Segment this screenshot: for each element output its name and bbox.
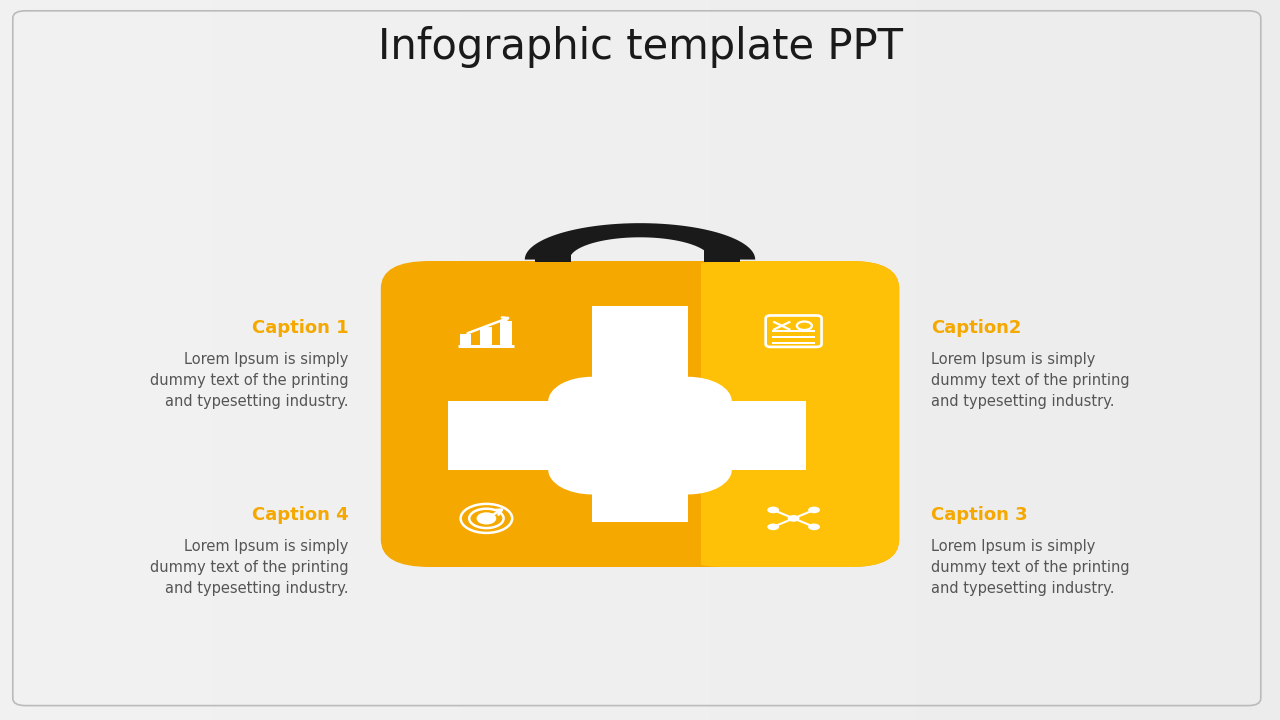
Text: Infographic template PPT: Infographic template PPT	[378, 26, 902, 68]
Circle shape	[477, 513, 495, 523]
FancyBboxPatch shape	[676, 261, 900, 567]
Circle shape	[548, 445, 636, 495]
Bar	[704, 248, 740, 263]
Circle shape	[644, 377, 732, 426]
Text: Lorem Ipsum is simply
dummy text of the printing
and typesetting industry.: Lorem Ipsum is simply dummy text of the …	[150, 351, 348, 408]
Bar	[500, 321, 512, 345]
Text: Caption2: Caption2	[932, 319, 1021, 337]
Polygon shape	[525, 223, 755, 260]
Bar	[460, 333, 471, 345]
Bar	[535, 248, 571, 263]
Bar	[480, 327, 492, 345]
Bar	[448, 401, 806, 469]
Text: Caption 3: Caption 3	[932, 506, 1028, 524]
Circle shape	[767, 507, 780, 513]
FancyBboxPatch shape	[381, 261, 900, 567]
Circle shape	[767, 523, 780, 530]
Bar	[591, 306, 689, 522]
Text: Caption 1: Caption 1	[252, 319, 348, 337]
Circle shape	[808, 523, 820, 530]
Circle shape	[548, 377, 636, 426]
Text: Caption 4: Caption 4	[252, 506, 348, 524]
Circle shape	[644, 445, 732, 495]
Text: Lorem Ipsum is simply
dummy text of the printing
and typesetting industry.: Lorem Ipsum is simply dummy text of the …	[932, 539, 1130, 595]
Circle shape	[808, 507, 820, 513]
Text: Lorem Ipsum is simply
dummy text of the printing
and typesetting industry.: Lorem Ipsum is simply dummy text of the …	[932, 351, 1130, 408]
Text: Lorem Ipsum is simply
dummy text of the printing
and typesetting industry.: Lorem Ipsum is simply dummy text of the …	[150, 539, 348, 595]
Circle shape	[787, 515, 800, 522]
Bar	[676, 261, 701, 567]
